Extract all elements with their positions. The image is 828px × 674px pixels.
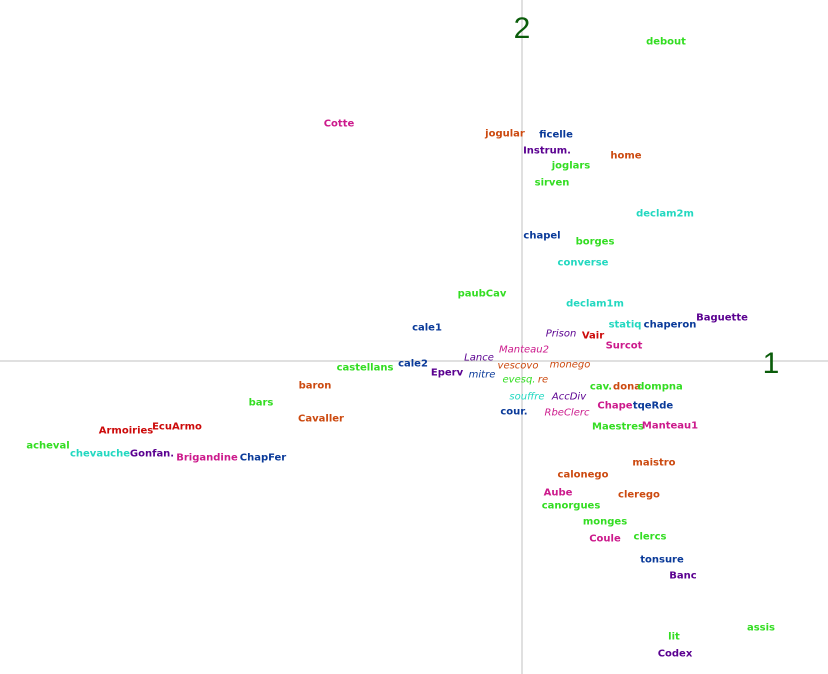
point-label: chapel xyxy=(523,231,560,242)
point-label: Instrum. xyxy=(523,146,571,157)
point-label: jogular xyxy=(484,129,525,140)
point-label: Coule xyxy=(589,534,621,545)
point-label: cale2 xyxy=(398,359,428,370)
point-label: clerego xyxy=(618,490,660,501)
point-label: chevauche xyxy=(70,449,130,460)
point-label: calonego xyxy=(558,470,609,481)
point-label: evesq. xyxy=(503,375,536,386)
point-label: Eperv xyxy=(431,368,464,379)
y-axis-label: 2 xyxy=(514,12,531,45)
point-label: dompna xyxy=(637,382,682,393)
point-label: acheval xyxy=(26,441,69,452)
point-label: lit xyxy=(668,632,680,643)
point-label: Codex xyxy=(658,649,693,660)
point-label: Surcot xyxy=(606,341,643,352)
point-label: debout xyxy=(646,37,686,48)
point-label: assis xyxy=(747,623,775,634)
point-label: ChapFer xyxy=(240,453,287,464)
point-label: statiq xyxy=(609,320,642,331)
point-label: cour. xyxy=(500,407,527,418)
point-label: RbeClerc xyxy=(545,408,590,419)
point-label: borges xyxy=(576,237,615,248)
point-label: Cotte xyxy=(324,119,355,130)
point-label: home xyxy=(610,151,641,162)
point-label: Prison xyxy=(546,329,577,340)
point-label: Manteau2 xyxy=(499,345,549,356)
point-label: bars xyxy=(249,398,274,409)
point-label: Cavaller xyxy=(298,414,344,425)
point-label: dona xyxy=(613,382,641,393)
point-label: Lance xyxy=(464,353,494,364)
point-label: AccDiv xyxy=(551,392,587,403)
point-label: clercs xyxy=(634,532,667,543)
point-label: Aube xyxy=(544,488,573,499)
point-label: canorgues xyxy=(542,501,601,512)
point-label: Maestres xyxy=(592,422,644,433)
point-label: Banc xyxy=(669,571,696,582)
point-label: Brigandine xyxy=(176,453,238,464)
point-label: ficelle xyxy=(539,130,573,141)
point-label: baron xyxy=(299,381,332,392)
x-axis-label: 1 xyxy=(763,347,780,380)
point-label: declam2m xyxy=(636,209,694,220)
point-label: vescovo xyxy=(498,361,539,372)
point-label: paubCav xyxy=(458,289,507,300)
point-label: declam1m xyxy=(566,299,624,310)
point-label: Vair xyxy=(582,331,604,342)
point-label: chaperon xyxy=(644,320,697,331)
point-label: tqeRde xyxy=(633,401,674,412)
point-label: joglars xyxy=(551,161,591,172)
point-label: sirven xyxy=(535,178,570,189)
point-label: cav. xyxy=(590,382,612,393)
point-label: maistro xyxy=(632,458,675,469)
point-label: Baguette xyxy=(696,313,748,324)
point-label: Gonfan. xyxy=(130,449,174,460)
point-label: converse xyxy=(558,258,609,269)
point-label: Armoiries xyxy=(99,426,154,437)
point-label: tonsure xyxy=(640,555,684,566)
point-label: mitre xyxy=(469,370,496,381)
point-label: Manteau1 xyxy=(642,421,698,432)
point-label: Chape xyxy=(597,401,632,412)
point-label: castellans xyxy=(337,363,394,374)
point-label: cale1 xyxy=(412,323,442,334)
point-label: monges xyxy=(583,517,627,528)
point-label: souffre xyxy=(509,392,544,403)
point-label: re xyxy=(538,375,548,386)
point-labels: debout Cotte jogular ficelle Instrum. home jog… xyxy=(26,37,775,660)
point-label: EcuArmo xyxy=(152,422,202,433)
point-label: monego xyxy=(550,360,591,371)
